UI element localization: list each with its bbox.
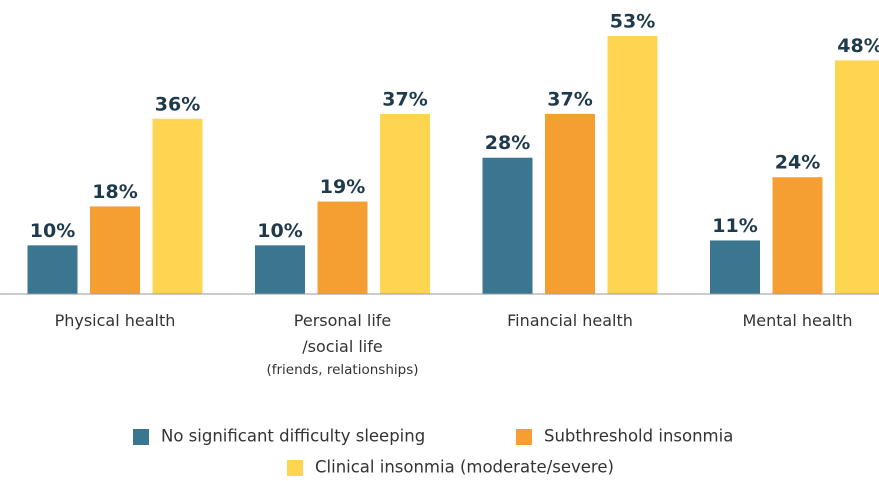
value-label: 37%	[547, 88, 592, 110]
bar	[545, 113, 595, 294]
value-label: 19%	[320, 176, 365, 198]
legend-label: Subthreshold insonmia	[544, 427, 733, 446]
value-label: 10%	[257, 220, 302, 242]
value-label: 37%	[382, 88, 427, 110]
value-label: 48%	[837, 35, 879, 57]
x-tick-label: Personal life/social life (friends, relat…	[266, 311, 418, 379]
value-label: 36%	[155, 93, 200, 115]
bar	[380, 113, 430, 294]
x-tick-label-line: Physical health	[55, 311, 176, 330]
x-tick-label-line: /social life	[302, 337, 382, 356]
bar	[152, 118, 203, 294]
bar	[607, 36, 658, 295]
value-label: 28%	[485, 132, 530, 154]
value-label: 10%	[30, 220, 75, 242]
value-label: 18%	[92, 181, 137, 203]
bar	[317, 201, 368, 294]
legend-swatch	[516, 429, 532, 445]
bar	[255, 245, 305, 294]
x-tick-label: Financial health	[507, 311, 633, 330]
bar	[482, 157, 533, 294]
legend-label: No significant difficulty sleeping	[161, 427, 425, 446]
bar	[772, 177, 823, 294]
bar	[835, 60, 879, 295]
x-tick-label-line: (friends, relationships)	[266, 362, 418, 378]
x-tick-label-line: Financial health	[507, 311, 633, 330]
legend-swatch	[133, 429, 149, 445]
x-tick-label-line: Personal life	[294, 311, 391, 330]
bar	[27, 245, 78, 294]
legend-swatch	[287, 460, 303, 476]
bar	[710, 240, 760, 294]
x-tick-label: Physical health	[55, 311, 176, 330]
value-label: 53%	[610, 11, 655, 33]
value-label: 24%	[775, 152, 820, 174]
x-tick-label: Mental health	[742, 311, 852, 330]
value-label: 11%	[712, 215, 757, 237]
x-tick-label-line: Mental health	[742, 311, 852, 330]
bar	[90, 206, 140, 294]
legend-label: Clinical insonmia (moderate/severe)	[315, 458, 614, 477]
